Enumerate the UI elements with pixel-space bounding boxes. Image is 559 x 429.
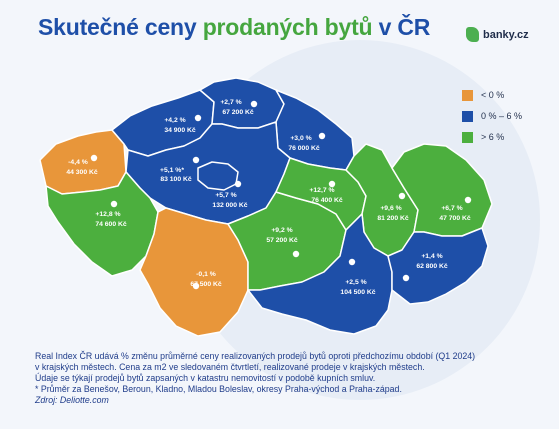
legend-label: 0 % – 6 % <box>481 111 523 121</box>
region-pct: +3,0 % <box>290 135 311 142</box>
region-marker-dot <box>90 154 98 162</box>
region-marker-dot <box>348 258 356 266</box>
region-price: 62 800 Kč <box>416 263 448 270</box>
region-marker-dot <box>464 196 472 204</box>
legend-item-negative: < 0 % <box>462 88 522 102</box>
banky-logo-icon <box>466 27 479 42</box>
region-pct: -0,1 % <box>196 271 216 278</box>
region-marker-dot <box>292 250 300 258</box>
region-marker-dot <box>318 132 326 140</box>
region-pct: +2,5 % <box>345 279 366 286</box>
region-marker-dot <box>402 274 410 282</box>
region-price: 132 000 Kč <box>212 202 247 209</box>
map-legend: < 0 % 0 % – 6 % > 6 % <box>462 88 522 151</box>
region-price: 74 600 Kč <box>95 221 127 228</box>
region-price: 76 400 Kč <box>311 197 343 204</box>
footnote-line: v krajských městech. Cena za m2 ve sledo… <box>35 362 425 372</box>
region-pct: +6,7 % <box>441 205 462 212</box>
brand-logo: banky.cz <box>466 27 529 42</box>
footnote-line: Údaje se týkají prodejů bytů zapsaných v… <box>35 373 376 383</box>
region-pct: +12,7 % <box>309 187 334 194</box>
region-marker-dot <box>328 180 336 188</box>
legend-swatch <box>462 89 473 101</box>
region-pct: +4,2 % <box>164 117 185 124</box>
legend-item-high: > 6 % <box>462 130 522 144</box>
page-title: Skutečné ceny prodaných bytů v ČR <box>38 14 430 41</box>
region-price: 67 500 Kč <box>190 281 222 288</box>
footnote-line: * Průměr za Benešov, Beroun, Kladno, Mla… <box>35 384 402 394</box>
region-pct: +1,4 % <box>421 253 442 260</box>
region-marker-dot <box>192 156 200 164</box>
region-price: 57 200 Kč <box>266 237 298 244</box>
region-price: 47 700 Kč <box>439 215 471 222</box>
region-price: 81 200 Kč <box>377 215 409 222</box>
brand-name: banky.cz <box>483 28 529 41</box>
region-price: 104 500 Kč <box>340 289 375 296</box>
region-price: 76 000 Kč <box>288 145 320 152</box>
legend-swatch <box>462 131 473 143</box>
region-jihocesky[interactable] <box>139 207 249 337</box>
region-pct: +9,6 % <box>380 205 401 212</box>
region-marker-dot <box>398 192 406 200</box>
region-pct: +9,2 % <box>271 227 292 234</box>
region-price: 83 100 Kč <box>160 176 192 183</box>
region-price: 67 200 Kč <box>222 109 254 116</box>
region-pct: +5,7 % <box>215 192 236 199</box>
region-pct: +2,7 % <box>220 99 241 106</box>
legend-label: > 6 % <box>481 132 505 142</box>
footnote-line: Real Index ČR udává % změnu průměrné cen… <box>35 351 476 361</box>
region-zlinsky[interactable] <box>387 227 489 305</box>
region-marker-dot <box>110 200 118 208</box>
legend-item-mid: 0 % – 6 % <box>462 109 522 123</box>
source-line: Zdroj: Deliotte.com <box>35 395 109 405</box>
footnote: Real Index ČR udává % změnu průměrné cen… <box>35 351 535 406</box>
region-marker-dot <box>250 100 258 108</box>
title-part1: Skutečné ceny <box>38 14 197 40</box>
legend-swatch <box>462 110 473 122</box>
region-price: 44 300 Kč <box>66 169 98 176</box>
region-pct: +12,8 % <box>95 211 120 218</box>
region-marker-dot <box>194 114 202 122</box>
legend-label: < 0 % <box>481 90 505 100</box>
region-marker-dot <box>234 180 242 188</box>
region-pct: -4,4 % <box>68 159 88 166</box>
title-part2: prodaných bytů <box>202 14 373 40</box>
title-part3: v ČR <box>378 14 431 40</box>
region-price: 34 900 Kč <box>164 127 196 134</box>
region-pct: +5,1 %* <box>160 167 184 174</box>
region-marker-dot <box>192 282 200 290</box>
